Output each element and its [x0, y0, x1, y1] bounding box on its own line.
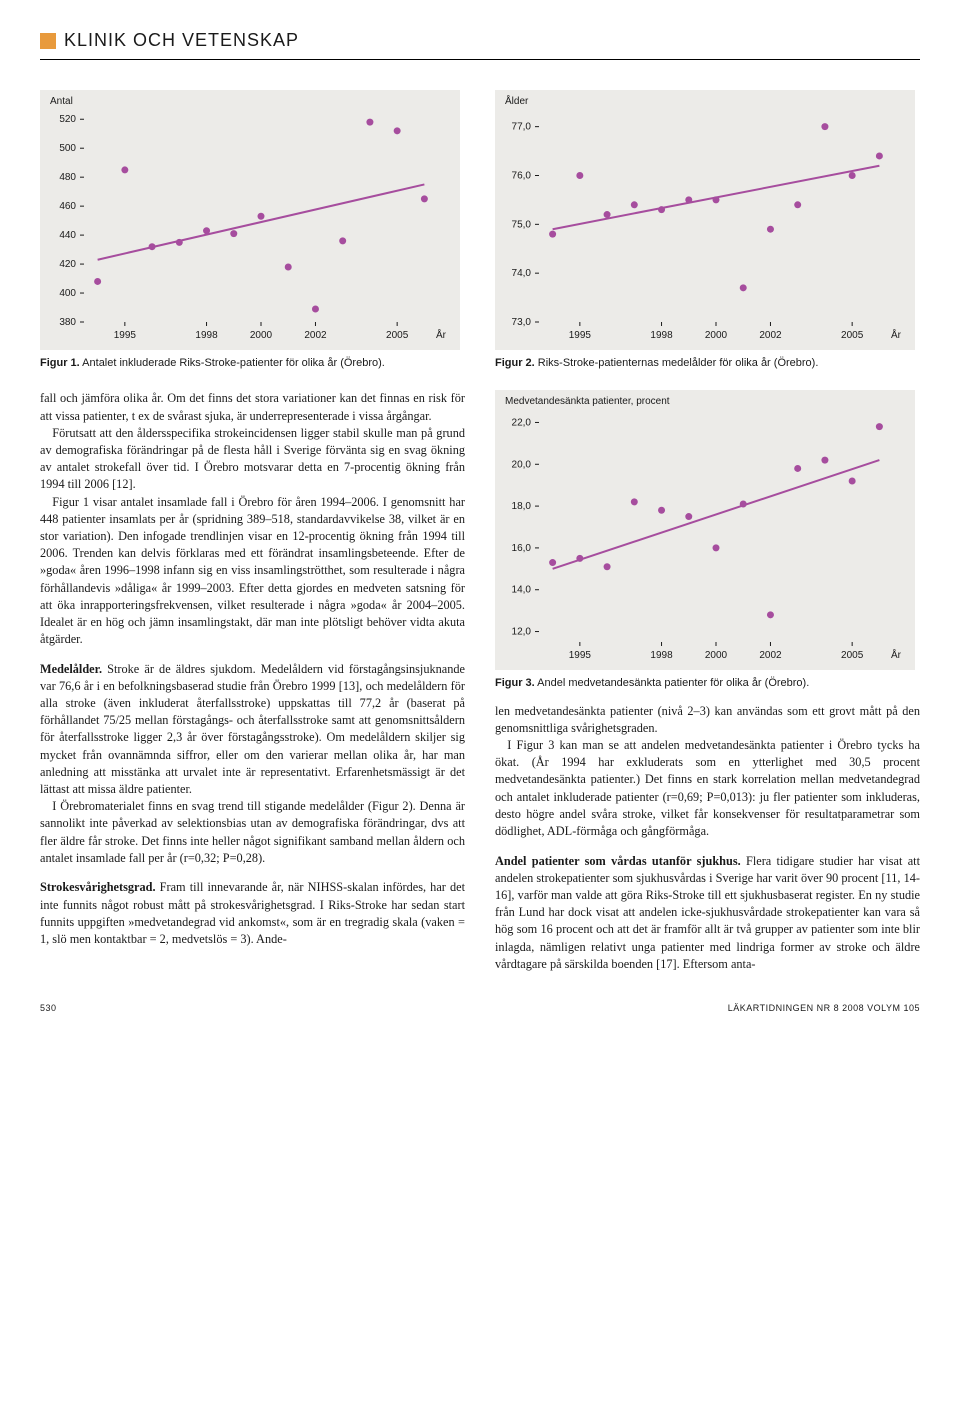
svg-text:440: 440	[59, 230, 76, 241]
svg-text:18,0: 18,0	[512, 501, 532, 512]
svg-text:20,0: 20,0	[512, 460, 532, 471]
svg-text:520: 520	[59, 114, 76, 125]
figure-1: Antal 380 400 420 440 460 480 500 520 1995 1998 200…	[40, 90, 465, 370]
svg-text:2002: 2002	[759, 650, 782, 661]
body-para: len medvetandesänkta patienter (nivå 2–3…	[495, 703, 920, 737]
svg-text:460: 460	[59, 201, 76, 212]
svg-text:1998: 1998	[195, 330, 218, 341]
svg-text:22,0: 22,0	[512, 418, 532, 429]
svg-text:Ålder: Ålder	[505, 94, 529, 107]
body-columns: fall och jämföra olika år. Om det finns …	[40, 390, 920, 973]
body-para: Andel patienter som vårdas utanför sjukh…	[495, 853, 920, 973]
svg-text:12,0: 12,0	[512, 627, 532, 638]
svg-text:74,0: 74,0	[512, 268, 532, 279]
svg-text:2002: 2002	[759, 330, 782, 341]
svg-text:2005: 2005	[841, 330, 864, 341]
svg-text:2000: 2000	[705, 650, 728, 661]
top-chart-row: Antal 380 400 420 440 460 480 500 520 1995 1998 200…	[40, 90, 920, 370]
svg-text:1995: 1995	[569, 650, 592, 661]
svg-text:380: 380	[59, 317, 76, 328]
svg-text:76,0: 76,0	[512, 170, 532, 181]
svg-text:Medvetandesänkta patienter, pr: Medvetandesänkta patienter, procent	[505, 396, 670, 407]
left-column: fall och jämföra olika år. Om det finns …	[40, 390, 465, 973]
body-para: Medelålder. Stroke är de äldres sjukdom.…	[40, 661, 465, 799]
svg-text:År: År	[436, 328, 447, 341]
svg-text:År: År	[891, 328, 902, 341]
chart-1-svg: Antal 380 400 420 440 460 480 500 520 1995 1998 200…	[40, 90, 460, 350]
figure-2-caption: Figur 2. Riks-Stroke-patienternas medelå…	[495, 356, 920, 370]
svg-text:1998: 1998	[650, 330, 673, 341]
section-header: KLINIK OCH VETENSKAP	[40, 30, 920, 60]
body-para: Förutsatt att den åldersspecifika stroke…	[40, 425, 465, 494]
svg-text:400: 400	[59, 288, 76, 299]
svg-text:420: 420	[59, 259, 76, 270]
body-para: I Örebromaterialet finns en svag trend t…	[40, 798, 465, 867]
chart-2-svg: Ålder 73,0 74,0 75,0 76,0 77,0 1995 1998 2000 200…	[495, 90, 915, 350]
svg-text:1995: 1995	[114, 330, 137, 341]
svg-text:1998: 1998	[650, 650, 673, 661]
svg-text:2005: 2005	[841, 650, 864, 661]
svg-text:Antal: Antal	[50, 96, 73, 107]
figure-1-caption: Figur 1. Antalet inkluderade Riks-Stroke…	[40, 356, 465, 370]
page-number: 530	[40, 1003, 57, 1013]
figure-2: Ålder 73,0 74,0 75,0 76,0 77,0 1995 1998 2000 200…	[495, 90, 920, 370]
svg-text:2000: 2000	[705, 330, 728, 341]
svg-text:2002: 2002	[304, 330, 327, 341]
svg-text:2000: 2000	[250, 330, 273, 341]
svg-text:År: År	[891, 648, 902, 661]
body-para: Strokesvårighetsgrad. Fram till innevara…	[40, 879, 465, 948]
svg-text:75,0: 75,0	[512, 219, 532, 230]
section-title: KLINIK OCH VETENSKAP	[64, 30, 299, 51]
svg-text:14,0: 14,0	[512, 585, 532, 596]
svg-text:73,0: 73,0	[512, 317, 532, 328]
svg-text:480: 480	[59, 172, 76, 183]
svg-text:77,0: 77,0	[512, 122, 532, 133]
svg-text:2005: 2005	[386, 330, 409, 341]
body-para: I Figur 3 kan man se att andelen medveta…	[495, 737, 920, 840]
accent-square-icon	[40, 33, 56, 49]
figure-3-caption: Figur 3. Andel medvetandesänkta patiente…	[495, 676, 920, 690]
figure-3: Medvetandesänkta patienter, procent 12,0 1…	[495, 390, 920, 690]
journal-ref: LÄKARTIDNINGEN NR 8 2008 VOLYM 105	[728, 1003, 920, 1013]
svg-text:500: 500	[59, 143, 76, 154]
svg-text:1995: 1995	[569, 330, 592, 341]
body-para: fall och jämföra olika år. Om det finns …	[40, 390, 465, 424]
chart-3-svg: Medvetandesänkta patienter, procent 12,0 1…	[495, 390, 915, 670]
right-column: Medvetandesänkta patienter, procent 12,0 1…	[495, 390, 920, 973]
body-para: Figur 1 visar antalet insamlade fall i Ö…	[40, 494, 465, 649]
svg-text:16,0: 16,0	[512, 543, 532, 554]
page-footer: 530 LÄKARTIDNINGEN NR 8 2008 VOLYM 105	[40, 1003, 920, 1013]
